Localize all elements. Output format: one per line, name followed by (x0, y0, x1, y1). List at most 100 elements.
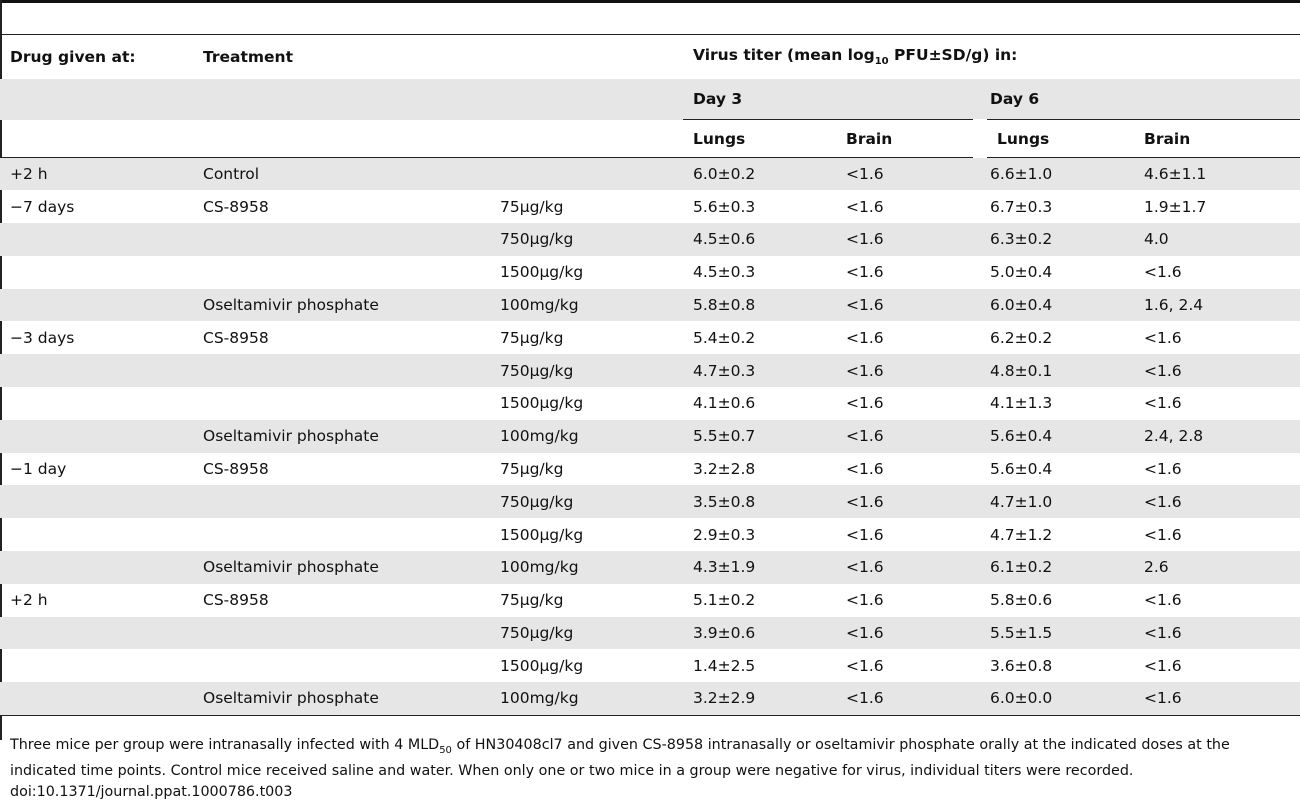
cell-day3-brain: <1.6 (846, 328, 884, 347)
table-row: −3 days CS-8958 75μg/kg 5.4±0.2 <1.6 6.2±0.2 <… (0, 321, 1300, 354)
cell-treatment: Oseltamivir phosphate (193, 288, 490, 322)
cell-day3-lungs: 4.3±1.9 (683, 551, 836, 584)
cell-drug-time: +2 h (0, 157, 193, 191)
cell-day3-lungs: 3.9±0.6 (683, 616, 836, 650)
cell-day6-brain: <1.6 (1134, 682, 1300, 716)
table-row: 750μg/kg 3.5±0.8 <1.6 4.7±1.0 <1.6 (0, 485, 1300, 519)
cell-dose: 750μg/kg (490, 485, 683, 519)
cell-day3-lungs: 3.5±0.8 (683, 485, 836, 519)
cell-treatment: Oseltamivir phosphate (193, 682, 490, 716)
cell-drug-time (0, 387, 193, 420)
header-drug-given-at: Drug given at: (0, 34, 193, 79)
cell-drug-time (0, 354, 193, 388)
cell-dose: 1500μg/kg (500, 263, 584, 282)
cell-treatment: CS-8958 (203, 591, 269, 610)
cell-treatment: CS-8958 (203, 197, 269, 216)
cell-day6-brain: 1.6, 2.4 (1134, 288, 1300, 322)
cell-drug-time (0, 682, 193, 716)
cell-treatment: Control (193, 157, 490, 191)
table-row: −1 day CS-8958 75μg/kg 3.2±2.8 <1.6 5.6±0.4 <1… (0, 453, 1300, 486)
cell-day6-brain: 2.6 (1134, 551, 1300, 584)
cell-treatment (193, 649, 490, 682)
cell-day3-brain: <1.6 (846, 394, 884, 413)
cell-dose: 1500μg/kg (500, 394, 584, 413)
cell-treatment: Oseltamivir phosphate (193, 551, 490, 584)
header-row-3: Lungs Brain Lungs Brain (0, 119, 1300, 158)
cell-day3-lungs: 3.2±2.9 (683, 682, 836, 716)
cell-drug-time (0, 256, 193, 289)
cell-day3-lungs: 3.2±2.8 (693, 460, 756, 479)
table-caption: Three mice per group were intranasally i… (10, 735, 1295, 803)
cell-treatment (193, 485, 490, 519)
cell-day3-brain: <1.6 (846, 656, 884, 675)
cell-day3-brain: <1.6 (836, 157, 980, 191)
cell-dose: 75μg/kg (500, 328, 564, 347)
cell-day6-lungs: 4.7±1.0 (980, 485, 1134, 519)
cell-day6-brain: <1.6 (1144, 656, 1182, 675)
cell-day6-lungs: 5.0±0.4 (990, 263, 1053, 282)
cell-day3-brain: <1.6 (836, 419, 980, 453)
caption-text: Three mice per group were intranasally i… (10, 735, 1295, 782)
cell-day6-lungs: 6.3±0.2 (980, 223, 1134, 256)
cell-day3-brain: <1.6 (846, 591, 884, 610)
cell-drug-time (0, 551, 193, 584)
table-row: 1500μg/kg 4.5±0.3 <1.6 5.0±0.4 <1.6 (0, 256, 1300, 289)
table-row: 750μg/kg 3.9±0.6 <1.6 5.5±1.5 <1.6 (0, 616, 1300, 650)
cell-treatment (193, 223, 490, 256)
cell-day3-lungs: 4.1±0.6 (693, 394, 756, 413)
table-row: 1500μg/kg 4.1±0.6 <1.6 4.1±1.3 <1.6 (0, 387, 1300, 420)
cell-day3-lungs: 1.4±2.5 (693, 656, 756, 675)
table-row: 750μg/kg 4.5±0.6 <1.6 6.3±0.2 4.0 (0, 223, 1300, 256)
cell-day6-brain: <1.6 (1134, 485, 1300, 519)
table-body: +2 h Control 6.0±0.2 <1.6 6.6±1.0 4.6±1.1 −7 d… (0, 157, 1300, 716)
cell-day6-brain: <1.6 (1134, 354, 1300, 388)
caption-part1: Three mice per group were intranasally i… (10, 737, 440, 753)
cell-day3-brain: <1.6 (836, 485, 980, 519)
cell-day6-brain: <1.6 (1144, 328, 1182, 347)
cell-day3-brain: <1.6 (846, 525, 884, 544)
cell-day6-brain: <1.6 (1144, 394, 1182, 413)
cell-day6-lungs: 6.1±0.2 (980, 551, 1134, 584)
caption-sub: 50 (439, 744, 452, 756)
table-row: Oseltamivir phosphate 100mg/kg 3.2±2.9 <1.6… (0, 682, 1300, 716)
header-virus-titer-prefix: Virus titer (mean log (693, 46, 875, 65)
cell-day6-lungs: 5.6±0.4 (990, 460, 1053, 479)
cell-day6-lungs: 5.5±1.5 (980, 616, 1134, 650)
cell-treatment: CS-8958 (203, 460, 269, 479)
cell-day6-brain: <1.6 (1144, 525, 1182, 544)
cell-dose: 75μg/kg (500, 591, 564, 610)
cell-dose: 100mg/kg (490, 551, 683, 584)
header-day6-brain: Brain (1134, 119, 1300, 158)
cell-dose: 1500μg/kg (500, 525, 584, 544)
cell-treatment (193, 387, 490, 420)
cell-day3-lungs: 5.1±0.2 (693, 591, 756, 610)
cell-drug-time (0, 288, 193, 322)
cell-drug-time: −1 day (10, 460, 67, 479)
virus-titer-table: Drug given at: Treatment Virus titer (me… (0, 34, 1300, 716)
cell-day6-lungs: 6.6±1.0 (980, 157, 1134, 191)
cell-dose: 100mg/kg (490, 682, 683, 716)
cell-treatment: CS-8958 (203, 328, 269, 347)
table-row: 1500μg/kg 2.9±0.3 <1.6 4.7±1.2 <1.6 (0, 518, 1300, 551)
table-row: Oseltamivir phosphate 100mg/kg 5.5±0.7 <1.6… (0, 419, 1300, 453)
cell-treatment (193, 354, 490, 388)
cell-day3-lungs: 5.6±0.3 (693, 197, 756, 216)
table-row: 1500μg/kg 1.4±2.5 <1.6 3.6±0.8 <1.6 (0, 649, 1300, 682)
cell-day6-lungs: 6.2±0.2 (990, 328, 1053, 347)
cell-day6-lungs: 6.7±0.3 (990, 197, 1053, 216)
cell-day3-brain: <1.6 (836, 682, 980, 716)
table-row: +2 h Control 6.0±0.2 <1.6 6.6±1.0 4.6±1.1 (0, 157, 1300, 191)
cell-treatment (193, 518, 490, 551)
cell-day6-lungs: 3.6±0.8 (990, 656, 1053, 675)
cell-day6-lungs: 4.7±1.2 (990, 525, 1053, 544)
cell-drug-time: −7 days (10, 197, 75, 216)
cell-dose: 75μg/kg (500, 197, 564, 216)
cell-day6-lungs: 4.8±0.1 (980, 354, 1134, 388)
table-row: −7 days CS-8958 75μg/kg 5.6±0.3 <1.6 6.7±0.3 1… (0, 190, 1300, 223)
cell-day3-lungs: 2.9±0.3 (693, 525, 756, 544)
cell-drug-time (0, 649, 193, 682)
cell-day3-brain: <1.6 (846, 197, 884, 216)
header-day6-lungs: Lungs (973, 119, 1134, 158)
cell-drug-time (0, 419, 193, 453)
cell-day3-brain: <1.6 (846, 263, 884, 282)
